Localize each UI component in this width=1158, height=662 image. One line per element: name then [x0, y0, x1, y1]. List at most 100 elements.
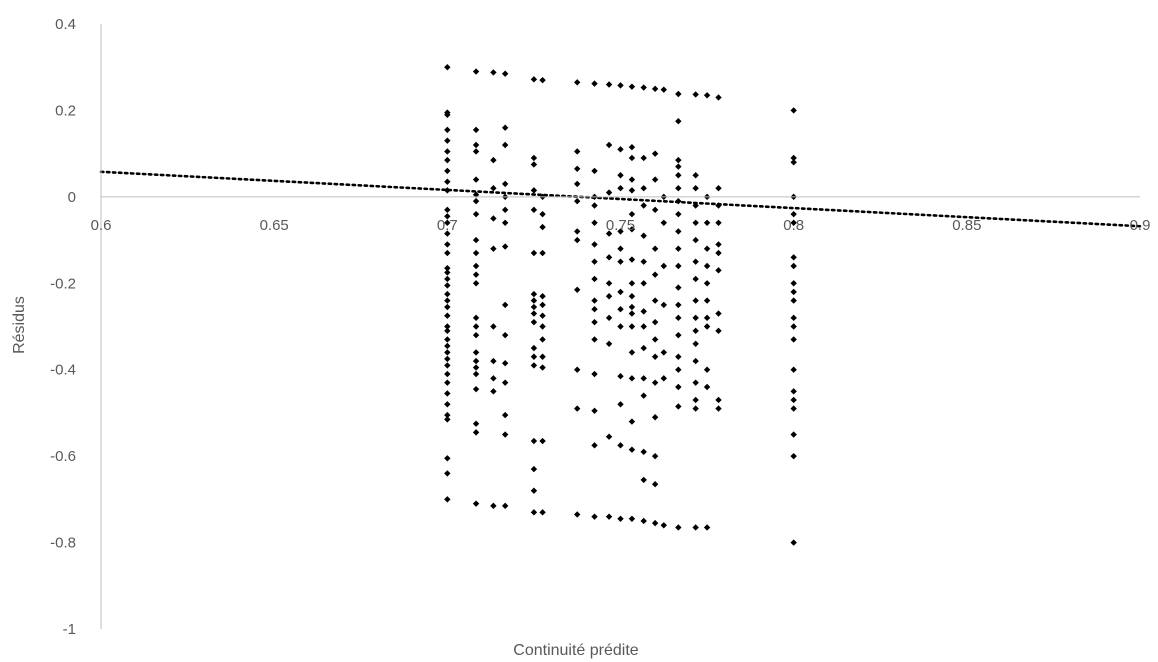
data-point: [444, 111, 451, 118]
data-point: [605, 314, 613, 322]
data-point: [640, 258, 647, 265]
data-point: [591, 442, 598, 449]
data-point: [444, 230, 451, 237]
data-point: [591, 513, 598, 520]
data-point: [591, 258, 598, 265]
data-point: [472, 262, 480, 270]
data-point: [715, 327, 722, 335]
data-point: [490, 156, 497, 164]
data-point: [692, 327, 699, 335]
y-tick-labels: 0.4 0.2 0 -0.2 -0.4 -0.6 -0.8 -1: [50, 16, 76, 638]
data-point: [660, 301, 667, 309]
data-point: [790, 107, 797, 114]
data-point: [675, 353, 682, 360]
data-point: [617, 515, 624, 523]
data-point: [501, 431, 509, 438]
data-point: [675, 228, 682, 235]
data-point: [530, 303, 538, 311]
data-point: [628, 256, 636, 263]
data-point: [640, 323, 647, 330]
data-point: [790, 405, 797, 412]
data-point: [692, 236, 699, 244]
data-point: [539, 301, 546, 309]
data-point: [628, 210, 636, 218]
data-point: [472, 331, 480, 339]
data-point: [628, 187, 636, 194]
x-tick-label: 0.9: [1130, 217, 1151, 234]
data-point: [790, 323, 797, 330]
data-point: [501, 360, 509, 367]
data-point: [651, 245, 659, 252]
data-point: [444, 379, 451, 386]
data-point: [790, 539, 797, 546]
data-point: [591, 407, 598, 414]
y-tick-label: -1: [63, 621, 76, 638]
data-point: [501, 180, 509, 188]
data-point: [539, 293, 546, 300]
data-point: [715, 267, 722, 274]
data-point: [617, 258, 624, 265]
y-tick-label: -0.8: [50, 535, 76, 552]
data-point: [628, 293, 636, 300]
data-point: [539, 312, 546, 319]
data-point: [444, 401, 451, 408]
data-point: [472, 191, 480, 198]
data-point: [790, 314, 797, 322]
data-point: [692, 396, 699, 404]
data-point: [444, 64, 451, 71]
data-point: [790, 219, 797, 226]
data-point: [444, 264, 451, 272]
data-point: [651, 336, 659, 343]
data-point: [539, 509, 546, 516]
data-point: [472, 420, 480, 427]
data-point: [444, 355, 451, 363]
data-point: [605, 230, 613, 237]
y-tick-label: 0.2: [55, 102, 76, 119]
data-point: [490, 502, 497, 510]
data-point: [591, 202, 598, 209]
data-point: [790, 396, 797, 404]
data-point: [640, 375, 647, 382]
data-point: [444, 290, 451, 298]
data-point: [660, 522, 667, 529]
data-point: [703, 366, 711, 373]
data-point: [675, 210, 682, 218]
data-point: [539, 249, 546, 257]
data-point: [605, 141, 613, 149]
data-point: [617, 228, 624, 235]
data-point: [472, 280, 480, 287]
data-point: [715, 249, 722, 257]
data-point: [530, 344, 538, 352]
data-point: [703, 280, 711, 287]
data-point: [574, 511, 581, 518]
data-point: [472, 500, 480, 507]
data-point: [574, 148, 581, 155]
data-point: [490, 357, 497, 365]
data-point: [651, 85, 659, 93]
data-point: [444, 455, 451, 462]
data-point: [530, 437, 538, 445]
data-point: [472, 271, 480, 278]
data-point: [444, 390, 451, 397]
data-point: [472, 370, 480, 378]
data-point: [490, 323, 497, 330]
data-point: [444, 370, 451, 378]
data-point: [501, 243, 509, 250]
data-point: [675, 156, 682, 164]
data-point: [651, 297, 659, 304]
axes: [100, 24, 1140, 629]
data-point: [628, 176, 636, 183]
data-point: [790, 280, 797, 287]
data-point: [617, 82, 624, 89]
data-point: [574, 79, 581, 86]
data-point: [675, 185, 682, 192]
data-point: [692, 297, 699, 304]
data-point: [530, 465, 538, 473]
data-point: [501, 219, 509, 226]
data-point: [651, 481, 659, 488]
data-point: [444, 336, 451, 343]
data-point: [444, 156, 451, 164]
data-point: [790, 210, 797, 218]
data-point: [444, 219, 451, 226]
data-point: [790, 288, 797, 296]
